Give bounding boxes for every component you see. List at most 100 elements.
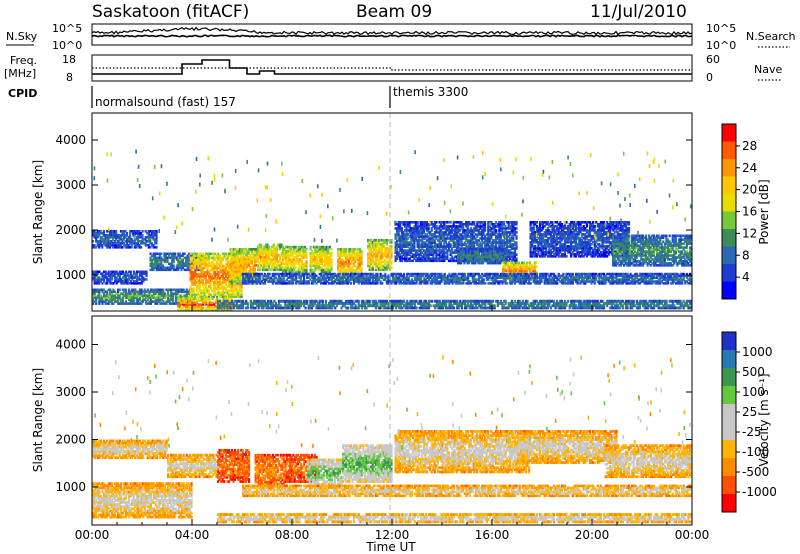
heatmap-cell	[243, 252, 246, 255]
heatmap-cell	[330, 262, 333, 266]
heatmap-cell	[234, 285, 237, 288]
heatmap-cell	[211, 307, 214, 310]
heatmap-cell	[487, 241, 490, 244]
heatmap-cell	[212, 289, 215, 292]
heatmap-cell	[519, 269, 522, 273]
heatmap-cell	[168, 268, 171, 272]
heatmap-cell	[152, 290, 156, 294]
heatmap-cell	[140, 234, 143, 237]
heatmap-cell	[149, 242, 152, 245]
heatmap-cell	[344, 252, 347, 255]
heatmap-cell	[186, 303, 189, 306]
heatmap-cell	[126, 274, 129, 277]
heatmap-cell	[479, 227, 482, 230]
heatmap-cell	[98, 234, 101, 237]
heatmap-cell	[354, 248, 357, 251]
heatmap-cell	[209, 293, 212, 296]
heatmap-cell	[354, 252, 357, 255]
heatmap-cell	[162, 288, 165, 292]
heatmap-cell	[505, 253, 508, 257]
heatmap-cell	[126, 278, 129, 281]
heatmap-cell	[141, 230, 144, 233]
heatmap-cell	[498, 229, 501, 232]
heatmap-cell	[286, 266, 289, 270]
heatmap-cell	[368, 260, 371, 264]
heatmap-cell	[121, 234, 124, 237]
heatmap-cell	[226, 273, 229, 276]
heatmap-cell	[548, 229, 551, 232]
heatmap-cell	[194, 305, 197, 308]
heatmap-cell	[343, 266, 346, 270]
heatmap-cell	[546, 239, 549, 242]
heatmap-cell	[101, 302, 104, 305]
heatmap-cell	[174, 252, 177, 256]
heatmap-cell	[312, 256, 315, 259]
heatmap-cell	[545, 233, 548, 236]
heatmap-cell	[272, 251, 275, 255]
heatmap-cell	[373, 242, 376, 246]
heatmap-cell	[114, 276, 117, 279]
heatmap-cell	[266, 256, 269, 259]
heatmap-cell	[396, 243, 399, 246]
heatmap-cell	[96, 230, 99, 233]
heatmap-cell	[109, 278, 112, 281]
heatmap-cell	[232, 260, 235, 263]
heatmap-cell	[462, 259, 465, 263]
heatmap-cell	[469, 255, 472, 259]
heatmap-cell	[177, 309, 180, 311]
heatmap-cell	[532, 241, 535, 244]
heatmap-cell	[285, 254, 288, 257]
heatmap-cell	[154, 256, 157, 260]
heatmap-cell	[258, 268, 261, 272]
heatmap-cell	[505, 251, 508, 255]
heatmap-cell	[309, 254, 312, 257]
heatmap-cell	[241, 252, 244, 255]
heatmap-cell	[199, 307, 202, 310]
heatmap-cell	[135, 244, 138, 247]
heatmap-cell	[175, 256, 178, 260]
heatmap-cell	[376, 264, 379, 268]
heatmap-cell	[540, 241, 543, 244]
heatmap-cell	[509, 251, 512, 254]
heatmap-cell	[315, 260, 319, 263]
heatmap-cell	[543, 231, 546, 234]
heatmap-cell	[540, 239, 543, 242]
heatmap-cell	[545, 245, 548, 248]
heatmap-cell	[317, 268, 320, 272]
heatmap-cell	[130, 240, 133, 243]
heatmap-cell	[510, 231, 513, 234]
heatmap-cell	[325, 256, 328, 259]
heatmap-cell	[451, 227, 454, 230]
heatmap-cell	[559, 245, 562, 248]
heatmap-cell	[297, 270, 300, 274]
heatmap-cell	[482, 227, 485, 230]
heatmap-cell	[171, 298, 174, 301]
heatmap-cell	[129, 242, 132, 245]
heatmap-cell	[137, 282, 140, 285]
heatmap-cell	[576, 227, 579, 230]
heatmap-cell	[367, 264, 370, 268]
heatmap-cell	[490, 229, 493, 232]
heatmap-cell	[466, 239, 469, 242]
heatmap-cell	[151, 260, 154, 264]
heatmap-cell	[367, 239, 370, 242]
heatmap-cell	[400, 237, 403, 240]
heatmap-cell	[200, 279, 203, 282]
heatmap-cell	[137, 302, 140, 305]
heatmap-cell	[185, 292, 188, 295]
heatmap-cell	[134, 294, 137, 297]
heatmap-cell	[221, 293, 224, 296]
heatmap-cell	[466, 261, 469, 265]
heatmap-cell	[360, 266, 363, 270]
heatmap-cell	[502, 265, 505, 269]
heatmap-cell	[208, 305, 211, 308]
heatmap-cell	[416, 233, 419, 236]
heatmap-cell	[373, 246, 376, 250]
heatmap-cell	[560, 235, 563, 238]
heatmap-cell	[534, 245, 537, 248]
heatmap-cell	[502, 261, 505, 265]
heatmap-cell	[416, 243, 419, 246]
heatmap-cell	[466, 233, 469, 236]
heatmap-cell	[197, 254, 200, 258]
heatmap-cell	[351, 250, 354, 253]
